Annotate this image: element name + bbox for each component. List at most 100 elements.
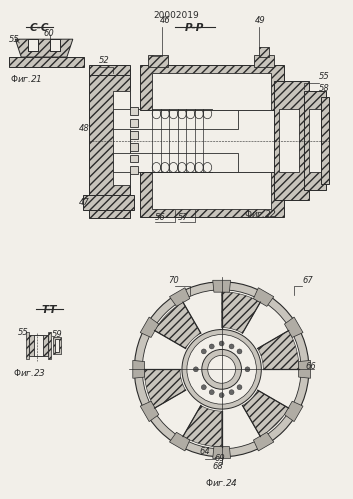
Bar <box>114 91 130 185</box>
Polygon shape <box>253 432 274 451</box>
Bar <box>28 39 38 51</box>
Circle shape <box>229 390 234 395</box>
Circle shape <box>237 385 242 390</box>
Bar <box>50 39 60 51</box>
Text: T-T: T-T <box>41 305 57 315</box>
Polygon shape <box>169 432 190 451</box>
Bar <box>9 57 84 67</box>
Text: 55: 55 <box>18 327 29 336</box>
Circle shape <box>134 282 309 457</box>
Text: 49: 49 <box>255 16 265 25</box>
Circle shape <box>237 349 242 354</box>
Polygon shape <box>15 39 73 57</box>
Bar <box>140 173 284 217</box>
Bar <box>130 119 138 127</box>
Bar <box>140 65 284 110</box>
Text: 67: 67 <box>302 276 313 285</box>
Circle shape <box>193 367 198 372</box>
Circle shape <box>142 290 301 449</box>
Bar <box>83 195 134 210</box>
Circle shape <box>245 367 250 372</box>
Text: 46: 46 <box>160 16 171 25</box>
Text: 52: 52 <box>98 56 109 65</box>
Text: $\Phi$иг.24: $\Phi$иг.24 <box>205 477 238 488</box>
Polygon shape <box>253 288 274 306</box>
Text: $\Phi$иг.22: $\Phi$иг.22 <box>245 208 277 219</box>
Circle shape <box>201 385 206 390</box>
Text: 57: 57 <box>178 213 189 222</box>
Bar <box>130 167 138 175</box>
Polygon shape <box>144 369 186 408</box>
Polygon shape <box>243 390 289 437</box>
Bar <box>130 155 138 163</box>
Circle shape <box>209 390 214 395</box>
Polygon shape <box>48 331 51 359</box>
Bar <box>259 47 269 57</box>
Circle shape <box>182 329 261 409</box>
Polygon shape <box>169 288 190 306</box>
Text: 66: 66 <box>305 362 316 371</box>
Polygon shape <box>222 292 260 333</box>
Text: 55: 55 <box>8 35 19 44</box>
Bar <box>114 153 238 173</box>
Bar <box>130 143 138 151</box>
Bar <box>89 210 130 218</box>
Bar <box>152 173 271 209</box>
Bar <box>274 81 309 200</box>
Bar <box>255 55 274 67</box>
Polygon shape <box>155 302 201 348</box>
Polygon shape <box>140 317 159 337</box>
Bar <box>29 334 48 356</box>
Bar <box>148 55 168 67</box>
Text: C-C: C-C <box>29 23 49 33</box>
Circle shape <box>202 349 241 389</box>
Text: 64: 64 <box>200 447 211 456</box>
Bar <box>50 39 60 51</box>
Text: 69: 69 <box>215 454 226 463</box>
Polygon shape <box>299 360 311 378</box>
Bar <box>279 109 299 173</box>
Bar <box>321 97 329 184</box>
Text: 47: 47 <box>79 198 90 207</box>
Polygon shape <box>140 401 159 422</box>
Circle shape <box>229 344 234 349</box>
Polygon shape <box>213 447 231 459</box>
Text: 59: 59 <box>52 329 63 338</box>
Circle shape <box>201 349 206 354</box>
Circle shape <box>209 344 214 349</box>
Polygon shape <box>133 360 145 378</box>
Bar <box>152 73 271 110</box>
Bar <box>304 91 326 190</box>
Bar <box>130 107 138 115</box>
Polygon shape <box>285 317 303 337</box>
Text: 58: 58 <box>319 84 330 93</box>
Polygon shape <box>26 331 29 359</box>
Text: 56: 56 <box>155 213 166 222</box>
Polygon shape <box>183 406 222 447</box>
Bar <box>53 336 61 354</box>
Text: 68: 68 <box>213 462 223 471</box>
Bar <box>309 109 321 173</box>
Circle shape <box>208 355 235 383</box>
Text: $\Phi$иг.23: $\Phi$иг.23 <box>13 367 46 378</box>
Polygon shape <box>285 401 303 422</box>
Bar <box>34 334 43 356</box>
Circle shape <box>219 393 224 398</box>
Text: P-P: P-P <box>185 23 204 33</box>
Circle shape <box>187 334 256 404</box>
Text: 48: 48 <box>79 124 90 133</box>
Bar <box>130 131 138 139</box>
Circle shape <box>219 341 224 346</box>
Bar <box>114 109 238 129</box>
Bar <box>28 39 38 51</box>
Polygon shape <box>258 330 299 369</box>
Bar <box>89 65 130 75</box>
Bar <box>55 338 59 352</box>
Polygon shape <box>213 280 231 292</box>
Text: 55: 55 <box>319 72 330 81</box>
Text: 70: 70 <box>168 276 179 285</box>
Text: 60: 60 <box>43 29 54 38</box>
Text: $\Phi$иг.21: $\Phi$иг.21 <box>10 73 42 84</box>
Bar <box>89 73 130 202</box>
Text: 20002019: 20002019 <box>153 11 199 20</box>
